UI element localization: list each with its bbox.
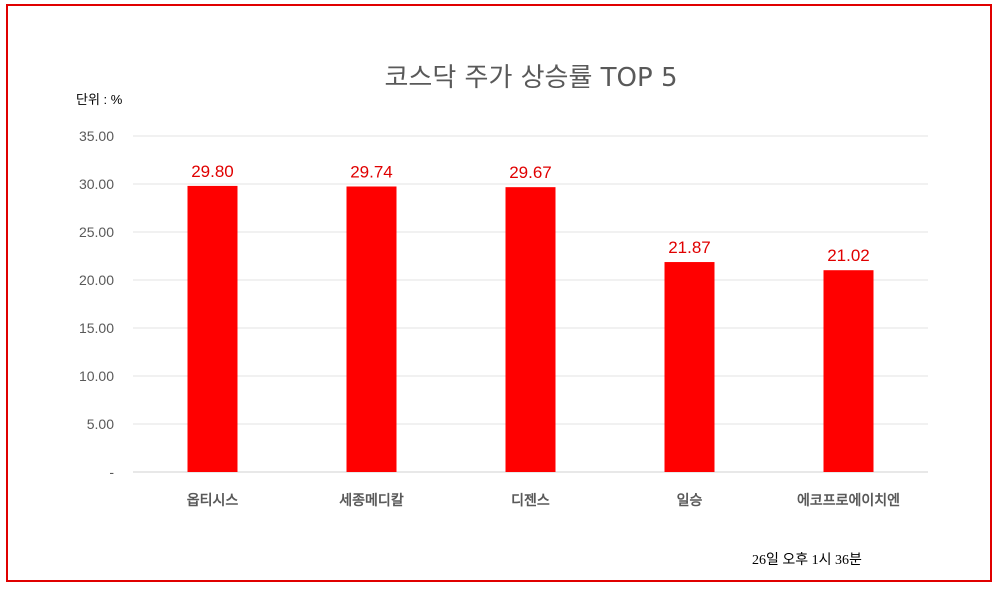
y-tick-label: 5.00 [87,416,114,432]
y-tick-label: 10.00 [79,368,114,384]
y-tick-label: 25.00 [79,224,114,240]
timestamp-footnote: 26일 오후 1시 36분 [752,552,862,568]
bars [187,185,874,473]
bar [505,187,556,472]
chart-title: 코스닥 주가 상승률 TOP 5 [385,63,678,93]
chart-frame [6,4,992,582]
bar [346,186,397,472]
x-tick-label: 디젠스 [511,493,550,509]
y-tick-label: 15.00 [79,320,114,336]
x-tick-label: 일승 [677,493,703,509]
data-label: 29.74 [350,162,393,181]
gridlines [133,135,928,473]
bar [664,262,715,472]
x-tick-label: 옵티시스 [187,492,239,509]
data-label: 29.80 [191,162,234,181]
data-labels: 29.80 29.74 29.67 21.87 21.02 [191,162,870,265]
y-tick-label: 35.00 [79,128,114,144]
x-tick-label: 에코프로에이치엔 [797,492,900,509]
data-label: 29.67 [509,163,552,182]
unit-label: 단위 : % [76,92,123,107]
y-tick-label: 20.00 [79,272,114,288]
bar [823,270,874,472]
y-tick-label: 30.00 [79,176,114,192]
bar [187,185,238,473]
y-axis-ticks: - 5.00 10.00 15.00 20.00 25.00 30.00 35.00 [79,128,114,480]
data-label: 21.02 [827,246,870,265]
y-tick-label: - [109,464,114,480]
x-tick-label: 세종메디칼 [339,493,404,509]
data-label: 21.87 [668,238,711,257]
x-axis-ticks: 옵티시스 세종메디칼 디젠스 일승 에코프로에이치엔 [187,492,900,509]
